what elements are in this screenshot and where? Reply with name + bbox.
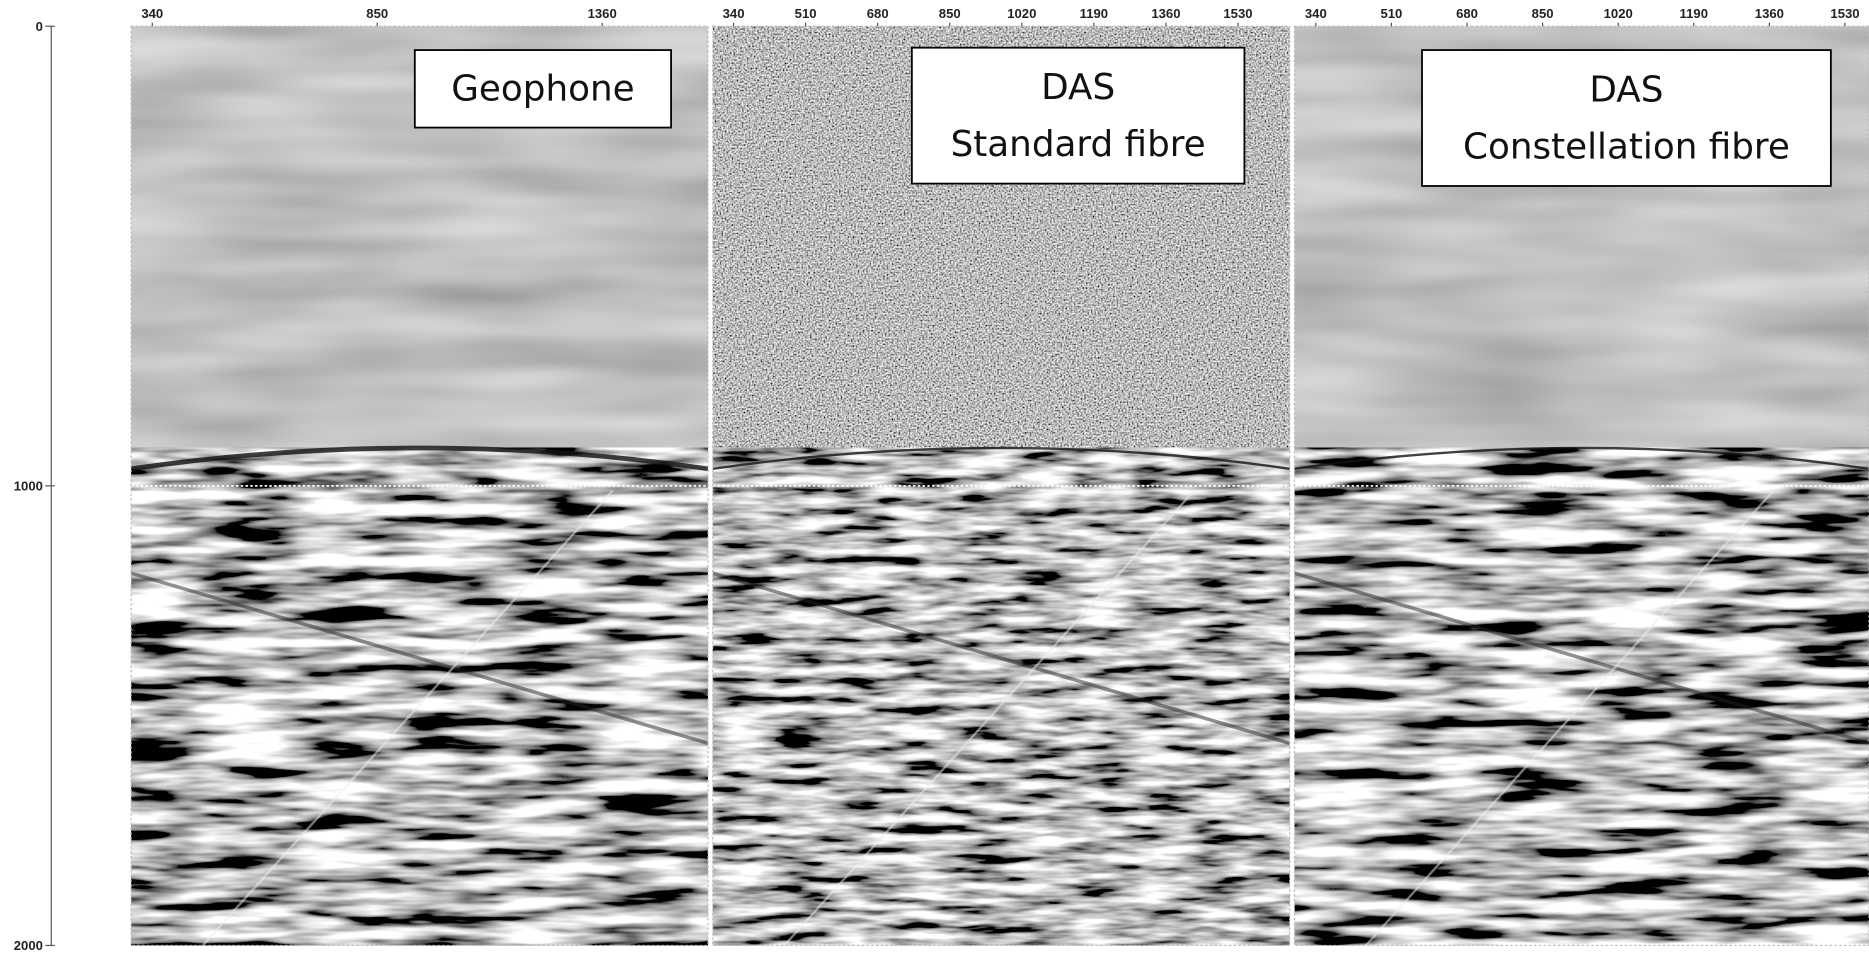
x-tick-label: 850 <box>939 6 961 21</box>
y-tick-label: 2000 <box>14 938 43 953</box>
x-tick-label: 1020 <box>1604 6 1633 21</box>
panel-label: Standard fibre <box>951 124 1206 165</box>
x-tick-label: 340 <box>1305 6 1327 21</box>
panel-label: Constellation fibre <box>1463 127 1790 168</box>
x-tick-label: 510 <box>1380 6 1402 21</box>
x-tick-label: 1020 <box>1007 6 1036 21</box>
panels: 0 1000 2000 340 850 1360 Geophone 340 510 680 850 1… <box>14 6 1869 953</box>
x-tick-label: 1530 <box>1830 6 1859 21</box>
x-tick-label: 1360 <box>1151 6 1180 21</box>
y-tick-label: 1000 <box>14 479 43 494</box>
x-tick-label: 1530 <box>1223 6 1252 21</box>
y-tick-label: 0 <box>36 19 43 34</box>
panel: 340 510 680 850 1020 1190 1360 1530 DAS Standard … <box>713 6 1290 946</box>
panel-label: DAS <box>1589 69 1663 110</box>
x-tick-label: 680 <box>867 6 889 21</box>
signal-zone <box>131 448 708 946</box>
panel: 340 850 1360 Geophone <box>131 6 708 946</box>
signal-zone <box>713 448 1290 946</box>
x-tick-label: 340 <box>723 6 745 21</box>
x-tick-label: 1360 <box>588 6 617 21</box>
x-tick-label: 680 <box>1456 6 1478 21</box>
signal-zone <box>1294 448 1869 946</box>
seismic-display: 0 1000 2000 340 850 1360 Geophone 340 510 680 850 1… <box>0 0 1869 955</box>
x-tick-label: 1190 <box>1680 6 1708 21</box>
x-tick-label: 1360 <box>1755 6 1784 21</box>
panel: 340 510 680 850 1020 1190 1360 1530 DAS Constella… <box>1294 6 1869 946</box>
x-tick-label: 510 <box>795 6 817 21</box>
panel-label: DAS <box>1041 67 1115 108</box>
x-tick-label: 1190 <box>1080 6 1108 21</box>
panel-label: Geophone <box>451 69 634 110</box>
x-tick-label: 850 <box>1532 6 1554 21</box>
x-tick-label: 340 <box>141 6 163 21</box>
x-tick-label: 850 <box>366 6 388 21</box>
